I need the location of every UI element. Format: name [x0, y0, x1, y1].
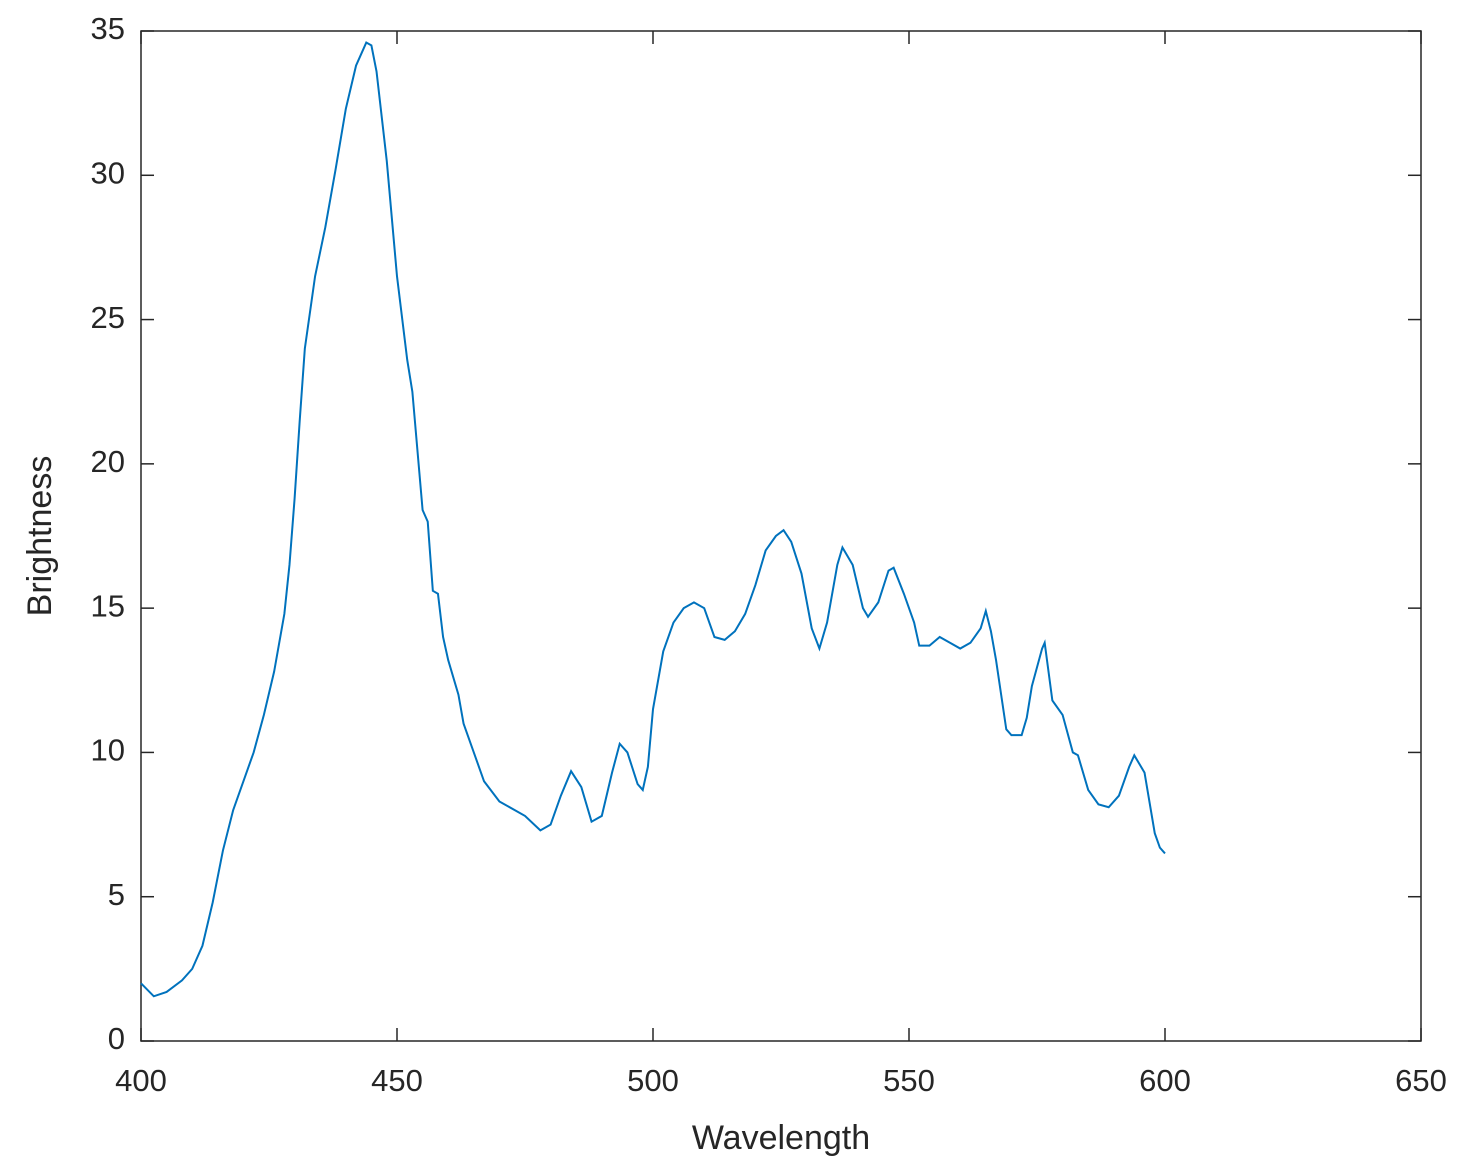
- data-line: [140, 41, 1166, 998]
- y-tick-label: 10: [91, 733, 125, 768]
- x-tick-label: 400: [115, 1063, 167, 1098]
- y-tick-label: 25: [91, 300, 125, 335]
- y-tick-label: 0: [108, 1021, 125, 1056]
- y-tick-label: 5: [108, 877, 125, 912]
- x-axis-label: Wavelength: [692, 1119, 870, 1157]
- y-tick-label: 30: [91, 155, 125, 190]
- y-axis-label: Brightness: [21, 456, 59, 617]
- y-tick-label: 20: [91, 444, 125, 479]
- x-tick-label: 650: [1395, 1063, 1447, 1098]
- y-tick-label: 35: [91, 11, 125, 46]
- plot-area: [140, 30, 1422, 1042]
- x-tick-label: 500: [627, 1063, 679, 1098]
- y-tick-label: 15: [91, 588, 125, 623]
- x-tick-label: 600: [1139, 1063, 1191, 1098]
- x-tick-label: 450: [371, 1063, 423, 1098]
- x-tick-label: 550: [883, 1063, 935, 1098]
